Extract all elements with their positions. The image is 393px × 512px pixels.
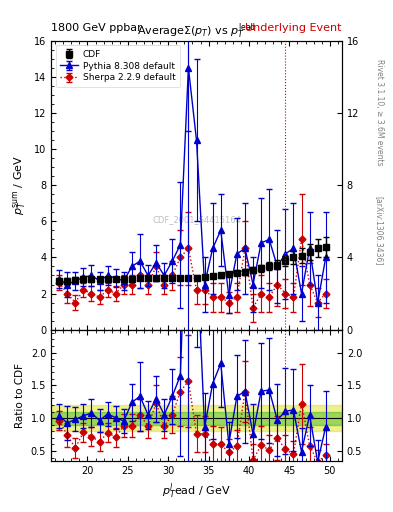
Text: [arXiv:1306.3436]: [arXiv:1306.3436]: [375, 196, 384, 265]
X-axis label: $p_T^l\mathrm{ead}$ / GeV: $p_T^l\mathrm{ead}$ / GeV: [162, 481, 231, 501]
Text: CDF_2001_S4415164: CDF_2001_S4415164: [152, 216, 241, 224]
Text: Rivet 3.1.10, ≥ 3.6M events: Rivet 3.1.10, ≥ 3.6M events: [375, 59, 384, 166]
Legend: CDF, Pythia 8.308 default, Sherpa 2.2.9 default: CDF, Pythia 8.308 default, Sherpa 2.2.9 …: [55, 46, 180, 87]
Title: Average$\Sigma(p_T)$ vs $p_T^\mathrm{lead}$: Average$\Sigma(p_T)$ vs $p_T^\mathrm{lea…: [137, 22, 256, 41]
Bar: [51, 405, 342, 431]
Y-axis label: $p_T^\mathrm{sum}$ / GeV: $p_T^\mathrm{sum}$ / GeV: [11, 155, 28, 216]
Y-axis label: Ratio to CDF: Ratio to CDF: [15, 362, 25, 428]
Bar: [51, 412, 342, 425]
Text: 1800 GeV ppbar: 1800 GeV ppbar: [51, 23, 142, 33]
Text: Underlying Event: Underlying Event: [245, 23, 342, 33]
